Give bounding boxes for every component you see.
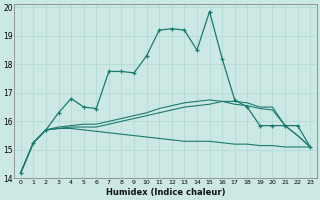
X-axis label: Humidex (Indice chaleur): Humidex (Indice chaleur) xyxy=(106,188,225,197)
